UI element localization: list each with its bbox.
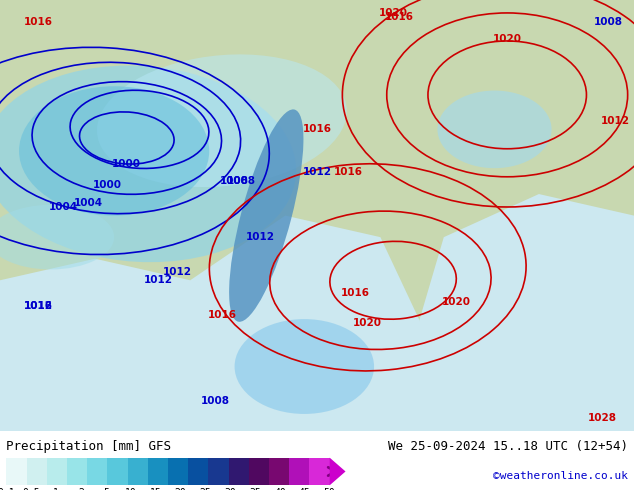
FancyBboxPatch shape <box>209 458 229 485</box>
FancyBboxPatch shape <box>249 458 269 485</box>
FancyBboxPatch shape <box>27 458 47 485</box>
Text: 0.1: 0.1 <box>0 488 15 490</box>
Text: 1020: 1020 <box>353 318 382 328</box>
Text: 1012: 1012 <box>600 116 630 126</box>
Polygon shape <box>330 458 346 485</box>
Ellipse shape <box>97 54 347 187</box>
Text: 1016: 1016 <box>302 124 332 134</box>
Polygon shape <box>0 0 634 431</box>
Text: 1020: 1020 <box>378 8 408 18</box>
Text: 25: 25 <box>200 488 211 490</box>
FancyBboxPatch shape <box>309 458 330 485</box>
FancyBboxPatch shape <box>168 458 188 485</box>
FancyBboxPatch shape <box>67 458 87 485</box>
Ellipse shape <box>19 86 209 216</box>
FancyBboxPatch shape <box>6 458 27 485</box>
Text: 1012: 1012 <box>23 301 53 311</box>
FancyBboxPatch shape <box>47 458 67 485</box>
Text: 1008: 1008 <box>226 176 256 186</box>
Ellipse shape <box>437 91 552 168</box>
Ellipse shape <box>235 319 374 414</box>
Ellipse shape <box>0 66 296 262</box>
Text: 15: 15 <box>150 488 162 490</box>
FancyBboxPatch shape <box>148 458 168 485</box>
Text: 5: 5 <box>103 488 109 490</box>
Text: 1012: 1012 <box>144 275 173 285</box>
Text: 0.5: 0.5 <box>22 488 40 490</box>
Text: Precipitation [mm] GFS: Precipitation [mm] GFS <box>6 440 171 453</box>
FancyBboxPatch shape <box>188 458 209 485</box>
Text: 1016: 1016 <box>340 288 370 298</box>
FancyBboxPatch shape <box>289 458 309 485</box>
Polygon shape <box>158 216 431 431</box>
Text: 1028: 1028 <box>588 413 617 423</box>
Text: 1012: 1012 <box>302 168 332 177</box>
Text: 40: 40 <box>274 488 286 490</box>
Text: 1016: 1016 <box>334 168 363 177</box>
Ellipse shape <box>0 205 114 270</box>
Text: 2: 2 <box>78 488 84 490</box>
Polygon shape <box>349 194 634 431</box>
Text: 1016: 1016 <box>385 12 414 22</box>
Text: 50: 50 <box>324 488 335 490</box>
FancyBboxPatch shape <box>229 458 249 485</box>
Text: 1012: 1012 <box>163 267 192 277</box>
Text: ©weatheronline.co.uk: ©weatheronline.co.uk <box>493 471 628 481</box>
Text: We 25-09-2024 15..18 UTC (12+54): We 25-09-2024 15..18 UTC (12+54) <box>387 440 628 453</box>
Text: 1: 1 <box>53 488 59 490</box>
Text: 1008: 1008 <box>594 17 623 26</box>
FancyBboxPatch shape <box>127 458 148 485</box>
Text: 30: 30 <box>224 488 236 490</box>
Text: 45: 45 <box>299 488 311 490</box>
Polygon shape <box>0 259 241 431</box>
Text: 1020: 1020 <box>442 297 471 307</box>
Text: 20: 20 <box>174 488 186 490</box>
Text: 1020: 1020 <box>493 34 522 44</box>
Text: 1000: 1000 <box>112 159 141 169</box>
FancyBboxPatch shape <box>269 458 289 485</box>
Text: 10: 10 <box>125 488 136 490</box>
Text: 1004: 1004 <box>49 202 78 212</box>
Text: 35: 35 <box>249 488 261 490</box>
Text: 1008: 1008 <box>220 176 249 186</box>
Text: 1016: 1016 <box>23 301 53 311</box>
Text: 1004: 1004 <box>74 197 103 208</box>
Text: 1016: 1016 <box>207 310 236 320</box>
Text: 1000: 1000 <box>93 180 122 191</box>
FancyBboxPatch shape <box>87 458 107 485</box>
FancyBboxPatch shape <box>107 458 127 485</box>
Text: 1008: 1008 <box>201 396 230 406</box>
Text: 1016: 1016 <box>23 17 53 26</box>
Text: 1012: 1012 <box>245 232 275 242</box>
Ellipse shape <box>229 109 304 322</box>
